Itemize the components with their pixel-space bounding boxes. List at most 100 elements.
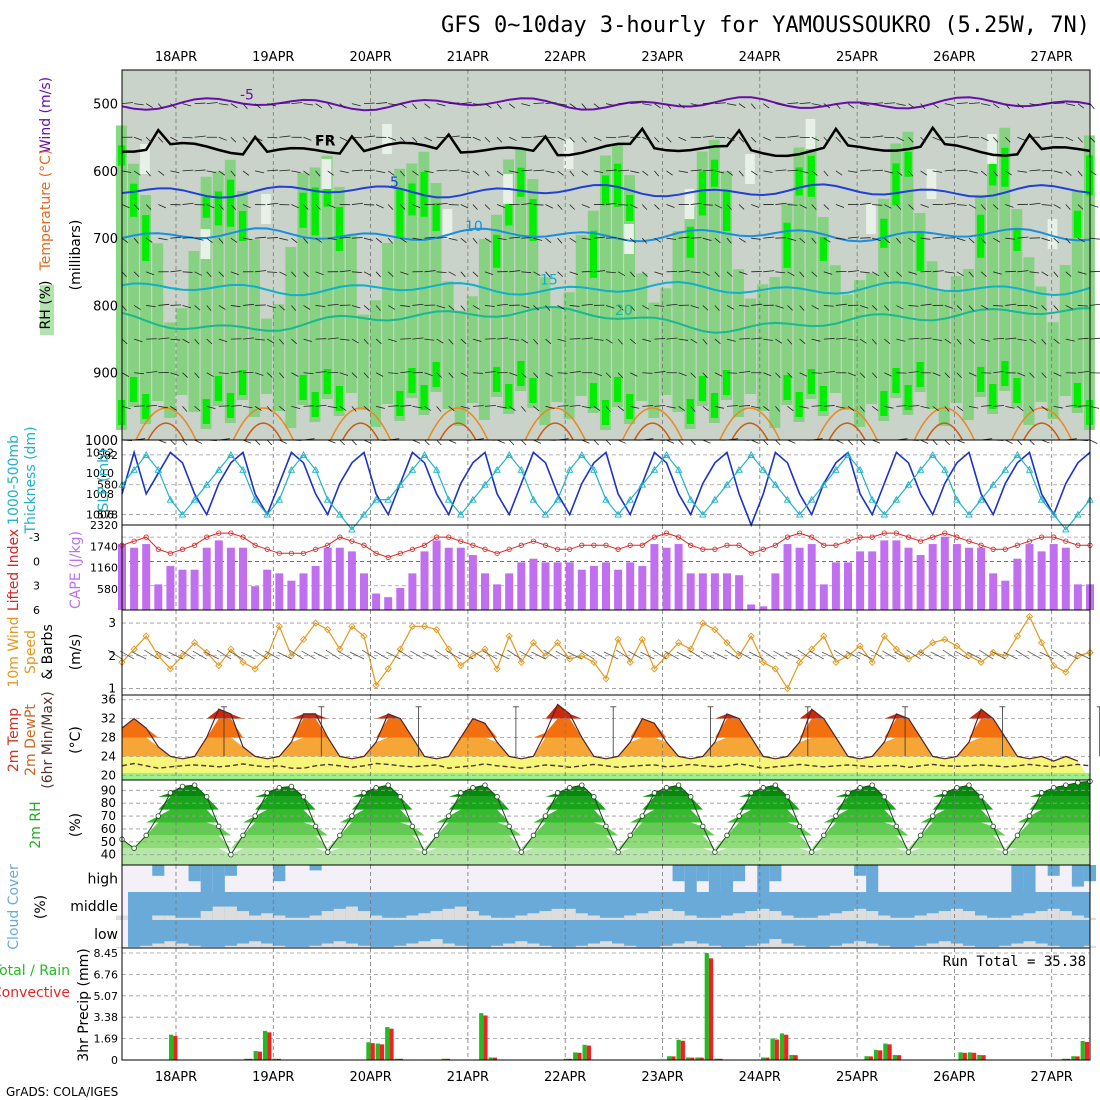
wind-barb bbox=[968, 271, 974, 278]
cloud-gap-bar bbox=[478, 946, 492, 948]
wind-barb bbox=[267, 202, 279, 205]
wind-barb bbox=[303, 170, 310, 176]
precip-conv-bar bbox=[276, 1058, 281, 1060]
isotherm-warm-contour bbox=[913, 407, 976, 441]
lifted-index-marker bbox=[1026, 538, 1033, 544]
rh-saturated-patch bbox=[589, 383, 598, 408]
wind-barb bbox=[424, 439, 430, 446]
wind-barb bbox=[424, 236, 436, 239]
rh2m-marker bbox=[252, 813, 258, 819]
wind-barb bbox=[158, 204, 167, 209]
wind-barb bbox=[1005, 136, 1011, 143]
wind-barb bbox=[158, 170, 165, 176]
rh-moist-column bbox=[733, 269, 744, 417]
precip-axis-label: Convective bbox=[0, 985, 70, 1001]
wind-barb bbox=[436, 169, 448, 172]
precip-conv-bar bbox=[1075, 1056, 1080, 1060]
wind-barb bbox=[521, 103, 531, 107]
li-tick-label: 3 bbox=[33, 580, 40, 593]
cloud-gap-bar bbox=[333, 941, 346, 948]
cloud-gap-bar bbox=[563, 946, 576, 948]
lifted-index-marker bbox=[1039, 534, 1045, 540]
wind-barb bbox=[690, 305, 700, 309]
rh2m-band-fill bbox=[122, 796, 1090, 810]
wind-barb bbox=[980, 271, 987, 277]
wind-barb bbox=[182, 406, 188, 412]
wind-barb bbox=[303, 305, 311, 310]
cloud-gap-bar bbox=[1035, 943, 1048, 948]
thickness-marker bbox=[590, 465, 598, 473]
rh-saturated-patch bbox=[323, 175, 331, 207]
cape-bar bbox=[844, 562, 852, 610]
isotherm-warm-contour bbox=[329, 407, 392, 441]
cloud-gap-bar bbox=[527, 913, 540, 920]
wind10-marker bbox=[1025, 612, 1034, 621]
rh-moist-column bbox=[648, 302, 660, 418]
wind-barb bbox=[533, 439, 542, 444]
wind-barb bbox=[387, 271, 394, 277]
wind-barb bbox=[1041, 406, 1048, 412]
rh2m-marker bbox=[675, 782, 682, 788]
rh2m-marker bbox=[809, 849, 815, 855]
date-label-top: 22APR bbox=[544, 50, 586, 65]
wind-barb bbox=[387, 170, 395, 176]
cloud-gap-bar bbox=[962, 911, 976, 920]
wind-barb bbox=[521, 439, 527, 446]
wind-barb bbox=[267, 237, 279, 239]
rh-moist-column bbox=[370, 300, 381, 427]
isotherm-hot-contour bbox=[731, 422, 769, 441]
wind-barb bbox=[1017, 170, 1027, 173]
wind-barb bbox=[617, 338, 623, 345]
wind-barb bbox=[678, 439, 684, 446]
wind-barb bbox=[992, 170, 998, 177]
wind-barb bbox=[472, 204, 478, 210]
thickness-marker bbox=[904, 480, 913, 488]
wind-barb bbox=[1017, 136, 1026, 141]
cape-bar bbox=[1025, 544, 1034, 610]
wind-barb bbox=[424, 103, 431, 109]
cloud-gap-bar bbox=[612, 917, 625, 920]
wind-barb bbox=[702, 439, 711, 444]
rh-dry-patch bbox=[200, 229, 211, 259]
pressure-tick-label: 700 bbox=[93, 232, 118, 247]
rh-saturated-patch bbox=[323, 369, 331, 394]
wind10-marker bbox=[795, 658, 804, 666]
wind-barb bbox=[436, 305, 446, 309]
wind-barb bbox=[920, 405, 930, 409]
wind-barb bbox=[496, 103, 502, 110]
wind-barb bbox=[230, 136, 237, 143]
lifted-index-marker bbox=[264, 546, 270, 552]
lifted-index-marker bbox=[397, 550, 403, 556]
wind-barb bbox=[387, 204, 394, 210]
lifted-index-marker bbox=[228, 530, 234, 536]
wind-barb bbox=[642, 271, 648, 277]
wind-barb bbox=[279, 102, 291, 105]
thickness-marker bbox=[662, 450, 671, 458]
wind-barb bbox=[170, 304, 182, 306]
cloud-high-bar bbox=[684, 865, 697, 892]
slp-axis-label: Thickness (dm) bbox=[23, 426, 39, 534]
wind-barb bbox=[230, 271, 240, 276]
cloud-gap-bar bbox=[454, 945, 467, 948]
lifted-index-marker bbox=[421, 542, 428, 548]
wind-barb bbox=[266, 439, 273, 446]
wind-barb bbox=[968, 305, 974, 311]
wind-barb bbox=[944, 202, 956, 205]
wind-barb bbox=[436, 202, 448, 205]
wind10-marker bbox=[638, 635, 646, 644]
rh2m-marker bbox=[712, 849, 718, 855]
wind-barb bbox=[992, 137, 999, 143]
wind10-barb bbox=[688, 649, 704, 660]
cloud-gap-bar bbox=[539, 945, 552, 948]
cape-bar bbox=[432, 540, 441, 610]
wind-barb bbox=[363, 372, 369, 379]
wind-barb bbox=[145, 103, 153, 109]
cloud-gap-bar bbox=[1023, 941, 1036, 948]
wind-barb bbox=[1053, 102, 1065, 105]
wind-barb bbox=[775, 338, 783, 344]
rh2m-marker bbox=[603, 823, 609, 830]
wind-barb bbox=[1041, 135, 1053, 138]
wind-barb bbox=[303, 405, 315, 407]
cloud-axis-label: Cloud Cover bbox=[6, 864, 22, 950]
rh2m-marker bbox=[615, 849, 621, 855]
